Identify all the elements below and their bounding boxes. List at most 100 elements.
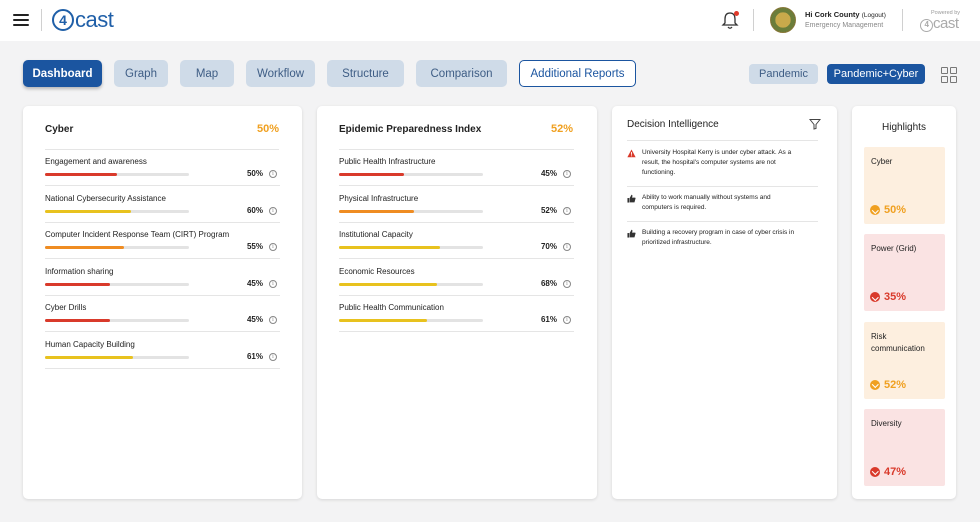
decision-item[interactable]: Building a recovery program in case of c… — [627, 228, 818, 255]
metric-percent: 45% — [246, 278, 263, 288]
notification-dot — [734, 11, 739, 16]
divider — [45, 294, 280, 296]
info-icon[interactable]: i — [269, 206, 277, 215]
county-seal-avatar[interactable] — [770, 7, 796, 33]
warning-icon — [627, 149, 636, 158]
metric-progress-fill — [339, 319, 427, 322]
scenario-pandemic-cyber-button[interactable]: Pandemic+Cyber — [827, 64, 925, 84]
cyber-card-score: 50% — [257, 123, 280, 135]
logout-link[interactable]: (Logout) — [861, 12, 886, 19]
divider — [339, 149, 574, 150]
epidemic-card-score: 52% — [551, 123, 574, 135]
metric-percent: 52% — [540, 205, 557, 215]
info-icon[interactable]: i — [269, 243, 277, 251]
top-header: 4 cast Hi Cork County (Logout) Emergency… — [0, 0, 980, 41]
cyber-card-title: Cyber — [45, 124, 74, 135]
info-icon[interactable]: i — [269, 279, 277, 288]
highlights-card: Highlights Cyber 50% Power (Grid) 35% Risk c… — [852, 106, 956, 499]
filter-icon[interactable] — [809, 118, 821, 130]
tab-dashboard[interactable]: Dashboard — [23, 60, 102, 87]
user-greeting-text: Hi Cork County — [805, 10, 860, 19]
info-icon[interactable]: i — [563, 243, 571, 251]
info-icon[interactable]: i — [563, 206, 571, 215]
metric-percent: 68% — [540, 278, 557, 288]
arrow-down-icon — [870, 466, 880, 477]
metric-progress-bar — [339, 319, 483, 322]
decision-intelligence-card: Decision Intelligence University Hospita… — [612, 106, 837, 499]
divider — [339, 185, 574, 186]
header-divider — [902, 9, 903, 31]
info-icon[interactable]: i — [563, 279, 571, 288]
info-icon[interactable]: i — [269, 316, 277, 324]
metric-progress-bar — [45, 319, 189, 322]
metric-percent: 55% — [246, 242, 263, 251]
epidemic-card: Epidemic Preparedness Index 52% Public H… — [317, 106, 597, 499]
highlight-label: Risk communication — [871, 331, 925, 353]
metric-percent: 61% — [246, 351, 263, 361]
metric-progress-bar — [339, 282, 483, 286]
metric-progress-fill — [45, 246, 125, 249]
highlight-label: Power (Grid) — [871, 244, 917, 254]
metric-percent: 50% — [246, 169, 263, 178]
powered-logo-mark: 4 — [920, 19, 933, 32]
scenario-pandemic-button[interactable]: Pandemic — [749, 64, 818, 84]
divider — [339, 331, 574, 332]
tab-additional-reports[interactable]: Additional Reports — [519, 60, 636, 87]
tab-structure[interactable]: Structure — [327, 60, 404, 87]
metric-progress-bar — [45, 173, 189, 176]
powered-by-label: Powered by — [931, 10, 961, 16]
tab-map[interactable]: Map — [180, 60, 234, 87]
metric-progress-fill — [45, 209, 132, 213]
divider — [627, 186, 818, 187]
notification-bell-icon[interactable] — [721, 11, 739, 30]
metric-label: National Cybersecurity Assistance — [45, 193, 166, 203]
user-greeting: Hi Cork County (Logout) — [805, 10, 886, 19]
logo-text: cast — [75, 7, 114, 32]
decision-item-text: Ability to work manually without systems… — [642, 194, 771, 211]
thumbs-up-icon — [627, 229, 636, 238]
decision-item-text: Building a recovery program in case of c… — [642, 229, 795, 246]
powered-by-logo: 4 cast — [920, 15, 959, 32]
divider — [45, 258, 280, 259]
tab-comparison[interactable]: Comparison — [416, 60, 507, 87]
tab-workflow[interactable]: Workflow — [246, 60, 315, 87]
divider — [45, 185, 280, 186]
highlight-tile[interactable]: Diversity 47% — [864, 408, 945, 486]
app-logo[interactable]: 4 cast — [52, 5, 114, 35]
metric-progress-fill — [45, 173, 117, 176]
metric-label: Cyber Drills — [45, 303, 87, 312]
metric-percent: 45% — [540, 169, 557, 178]
metric-label: Human Capacity Building — [45, 339, 135, 349]
metric-label: Computer Incident Response Team (CIRT) P… — [45, 230, 230, 239]
decision-item[interactable]: Ability to work manually without systems… — [627, 193, 818, 220]
metric-progress-fill — [339, 209, 414, 213]
tab-graph[interactable]: Graph — [114, 60, 168, 87]
logo-mark: 4 — [52, 9, 74, 31]
metric-progress-fill — [45, 282, 110, 286]
hamburger-menu-icon[interactable] — [13, 14, 29, 26]
divider — [45, 367, 280, 369]
metric-label: Public Health Communication — [339, 303, 444, 312]
metric-percent: 45% — [246, 315, 263, 324]
highlight-tile[interactable]: Risk communication 52% — [864, 321, 945, 399]
highlight-label: Diversity — [871, 418, 902, 428]
decision-intelligence-title: Decision Intelligence — [627, 119, 719, 130]
powered-logo-text: cast — [933, 15, 959, 32]
highlights-title: Highlights — [882, 122, 926, 133]
decision-item[interactable]: University Hospital Kerry is under cyber… — [627, 148, 818, 186]
highlight-tile[interactable]: Cyber 50% — [864, 147, 945, 224]
highlight-label: Cyber — [871, 157, 893, 166]
header-divider — [41, 9, 42, 31]
divider — [339, 258, 574, 259]
info-icon[interactable]: i — [269, 352, 277, 361]
highlight-tile[interactable]: Power (Grid) 35% — [864, 234, 945, 312]
metric-label: Information sharing — [45, 266, 114, 276]
info-icon[interactable]: i — [269, 170, 277, 178]
info-icon[interactable]: i — [563, 170, 571, 178]
info-icon[interactable]: i — [563, 316, 571, 324]
arrow-down-icon — [870, 292, 880, 303]
metric-percent: 60% — [246, 205, 263, 215]
grid-view-icon[interactable] — [941, 67, 957, 83]
metric-progress-bar — [339, 173, 483, 176]
metric-progress-fill — [339, 173, 404, 176]
